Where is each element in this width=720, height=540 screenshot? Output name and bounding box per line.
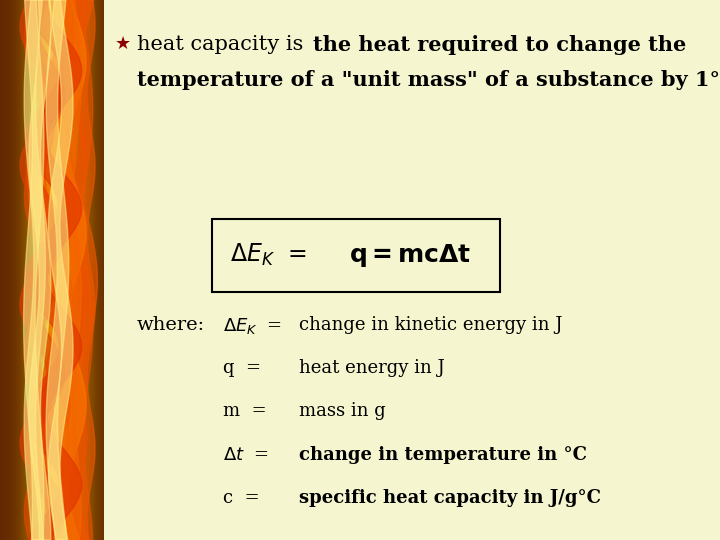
Bar bbox=[28, 0, 29, 540]
Bar bbox=[35, 0, 36, 540]
Bar bbox=[14, 0, 16, 540]
Bar bbox=[9, 0, 11, 540]
Bar bbox=[37, 0, 38, 540]
Bar bbox=[30, 0, 32, 540]
Text: change in temperature in °C: change in temperature in °C bbox=[299, 446, 587, 463]
Bar bbox=[0, 0, 1, 540]
Bar bbox=[96, 0, 98, 540]
Bar bbox=[52, 0, 53, 540]
Bar bbox=[25, 0, 27, 540]
Text: $\Delta t$  =: $\Delta t$ = bbox=[223, 446, 269, 463]
Bar bbox=[1, 0, 3, 540]
Text: c  =: c = bbox=[223, 489, 260, 507]
Bar bbox=[32, 0, 33, 540]
Bar bbox=[82, 0, 84, 540]
Bar bbox=[53, 0, 54, 540]
Bar bbox=[33, 0, 35, 540]
Bar bbox=[27, 0, 28, 540]
Text: change in kinetic energy in J: change in kinetic energy in J bbox=[299, 316, 562, 334]
Bar bbox=[87, 0, 89, 540]
Text: $\Delta E_K$  =: $\Delta E_K$ = bbox=[230, 242, 307, 268]
Bar bbox=[95, 0, 96, 540]
Bar bbox=[36, 0, 37, 540]
Bar bbox=[62, 0, 63, 540]
Bar bbox=[104, 0, 720, 540]
Bar bbox=[50, 0, 52, 540]
Text: specific heat capacity in J/g°C: specific heat capacity in J/g°C bbox=[299, 489, 600, 507]
Text: m  =: m = bbox=[223, 402, 267, 420]
Bar bbox=[73, 0, 74, 540]
Bar bbox=[12, 0, 13, 540]
Bar bbox=[58, 0, 60, 540]
Bar bbox=[4, 0, 5, 540]
Text: heat energy in J: heat energy in J bbox=[299, 359, 444, 377]
Text: mass in g: mass in g bbox=[299, 402, 385, 420]
Text: temperature of a "unit mass" of a substance by 1°C: temperature of a "unit mass" of a substa… bbox=[137, 70, 720, 90]
Bar bbox=[91, 0, 92, 540]
Bar bbox=[98, 0, 99, 540]
Bar bbox=[212, 219, 500, 292]
Bar bbox=[92, 0, 94, 540]
Bar bbox=[65, 0, 66, 540]
Text: heat capacity is: heat capacity is bbox=[137, 35, 303, 54]
Bar bbox=[24, 0, 25, 540]
Bar bbox=[57, 0, 58, 540]
Bar bbox=[22, 0, 24, 540]
Bar bbox=[78, 0, 79, 540]
Bar bbox=[66, 0, 68, 540]
Bar bbox=[84, 0, 86, 540]
Bar bbox=[63, 0, 65, 540]
Bar bbox=[40, 0, 41, 540]
Text: ★: ★ bbox=[115, 35, 131, 53]
Bar bbox=[71, 0, 73, 540]
Bar bbox=[8, 0, 9, 540]
Text: q  =: q = bbox=[223, 359, 261, 377]
Bar bbox=[19, 0, 20, 540]
Bar bbox=[44, 0, 45, 540]
Bar bbox=[48, 0, 49, 540]
Bar bbox=[41, 0, 42, 540]
Bar bbox=[102, 0, 103, 540]
Bar bbox=[60, 0, 62, 540]
Bar bbox=[70, 0, 71, 540]
Text: the heat required to change the: the heat required to change the bbox=[313, 35, 686, 55]
Bar bbox=[13, 0, 14, 540]
Bar bbox=[100, 0, 102, 540]
Bar bbox=[76, 0, 78, 540]
Bar bbox=[86, 0, 87, 540]
Text: $\Delta E_K$  =: $\Delta E_K$ = bbox=[223, 316, 282, 336]
Bar bbox=[54, 0, 55, 540]
Bar bbox=[3, 0, 4, 540]
Bar bbox=[74, 0, 76, 540]
Bar bbox=[20, 0, 21, 540]
Bar bbox=[68, 0, 70, 540]
Bar bbox=[11, 0, 12, 540]
Bar bbox=[16, 0, 17, 540]
Bar bbox=[5, 0, 6, 540]
Bar bbox=[89, 0, 90, 540]
Bar bbox=[17, 0, 19, 540]
Bar bbox=[38, 0, 40, 540]
Text: $\mathbf{q = mc\Delta t}$: $\mathbf{q = mc\Delta t}$ bbox=[349, 241, 472, 268]
Bar bbox=[6, 0, 8, 540]
Bar bbox=[94, 0, 95, 540]
Bar bbox=[49, 0, 50, 540]
Bar bbox=[42, 0, 44, 540]
Bar bbox=[103, 0, 104, 540]
Bar bbox=[99, 0, 100, 540]
Bar bbox=[45, 0, 46, 540]
Bar bbox=[0, 0, 104, 540]
Bar bbox=[55, 0, 57, 540]
Bar bbox=[46, 0, 48, 540]
Text: where:: where: bbox=[137, 316, 205, 334]
Bar bbox=[29, 0, 30, 540]
Bar bbox=[90, 0, 91, 540]
Bar bbox=[79, 0, 81, 540]
Bar bbox=[21, 0, 22, 540]
Bar bbox=[81, 0, 82, 540]
